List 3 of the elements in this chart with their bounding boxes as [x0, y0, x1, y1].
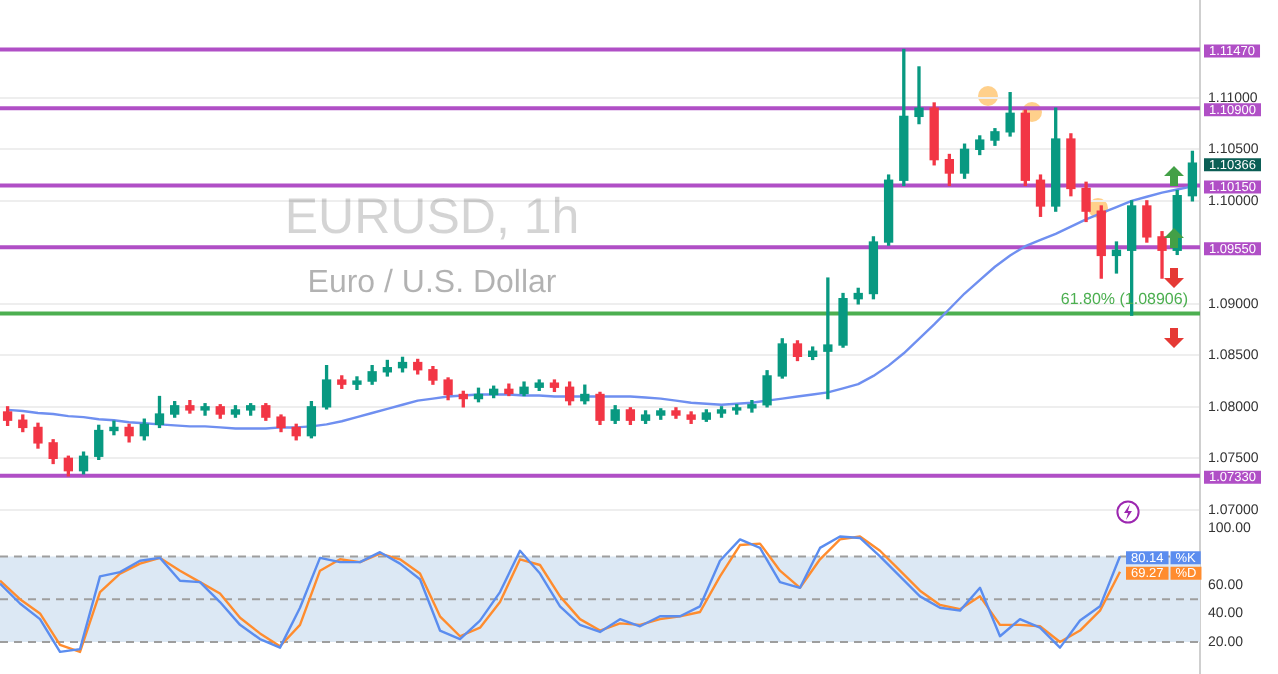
candlestick	[823, 277, 833, 400]
text: Euro / U.S. Dollar	[307, 266, 558, 300]
candlestick	[914, 66, 924, 125]
